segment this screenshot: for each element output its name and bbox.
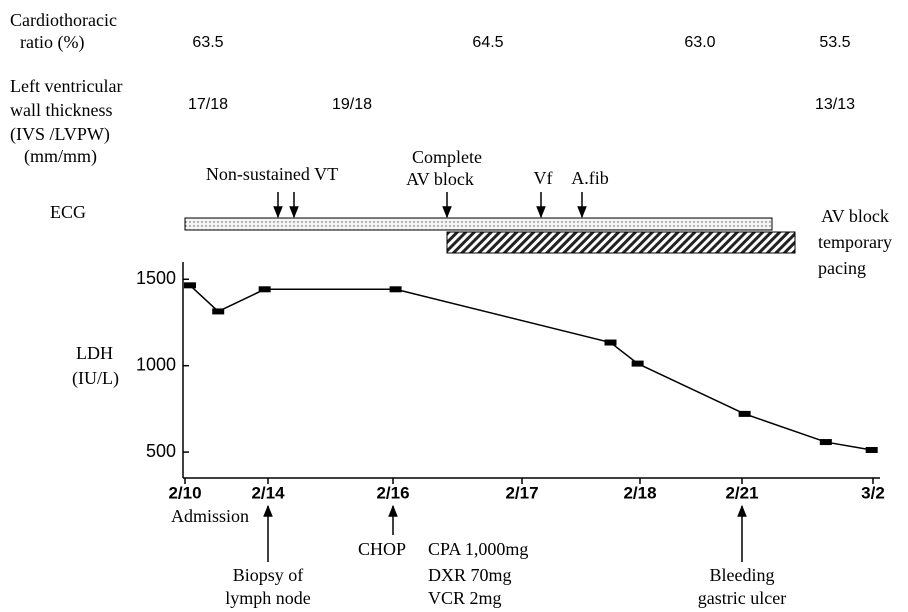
annotation: Admission <box>171 506 249 526</box>
row-label: ratio (%) <box>20 32 84 53</box>
ctr-row: Cardiothoracic ratio (%) 63.5 64.5 63.0 … <box>10 10 851 53</box>
ctr-value: 63.5 <box>192 34 223 51</box>
row-label: Cardiothoracic <box>10 10 117 30</box>
x-tick-label: 2/14 <box>251 483 285 502</box>
ldh-point <box>258 286 271 293</box>
y-tick-label: 1500 <box>136 268 176 288</box>
ldh-point <box>389 286 402 293</box>
y-axis-label: (IU/L) <box>72 368 119 389</box>
ctr-value: 64.5 <box>472 34 503 51</box>
annotation: DXR 70mg <box>428 565 512 585</box>
event-label: Complete <box>412 147 482 167</box>
ldh-point <box>212 308 225 315</box>
y-axis-label: LDH <box>76 343 113 363</box>
lv-value: 17/18 <box>188 96 228 113</box>
event-label: Vf <box>534 168 553 188</box>
ldh-point <box>183 282 196 289</box>
annotation: Biopsy of <box>233 565 304 585</box>
ctr-value: 63.0 <box>684 34 715 51</box>
event-arrows <box>273 192 587 219</box>
pacing-label: temporary <box>818 232 892 252</box>
ldh-line <box>189 284 872 451</box>
annotation: CHOP <box>358 539 406 559</box>
row-label: wall thickness <box>10 100 112 120</box>
ldh-point <box>738 410 751 417</box>
y-tick-label: 1000 <box>136 354 176 374</box>
y-tick-label: 500 <box>146 441 176 461</box>
row-label: (mm/mm) <box>24 146 97 167</box>
x-tick-label: 2/18 <box>623 483 656 502</box>
annotation: lymph node <box>225 588 311 608</box>
annotation: gastric ulcer <box>698 588 786 608</box>
row-label: Left ventricular <box>10 76 122 96</box>
ldh-point <box>604 339 617 346</box>
pacing-bar <box>446 231 796 254</box>
ldh-point <box>631 360 644 367</box>
annotation: CPA 1,000mg <box>428 539 528 559</box>
ecg-bar <box>184 217 773 231</box>
bottom-annotations: Admission Biopsy of lymph node CHOP CPA … <box>171 504 786 608</box>
x-tick-label: 2/21 <box>725 483 758 502</box>
pacing-label: pacing <box>818 258 866 278</box>
x-tick-label: 2/17 <box>505 483 538 502</box>
ctr-value: 53.5 <box>819 34 850 51</box>
x-tick-label: 2/10 <box>168 483 201 502</box>
ldh-point <box>819 439 832 446</box>
event-label: Non-sustained VT <box>206 164 338 184</box>
x-tick-label: 3/2 <box>861 483 885 502</box>
lv-value: 19/18 <box>332 96 372 113</box>
annotation-arrows <box>263 504 747 562</box>
ldh-point <box>865 447 878 454</box>
lv-value: 13/13 <box>815 96 855 113</box>
lv-row: Left ventricular wall thickness (IVS /LV… <box>10 76 855 167</box>
annotation: VCR 2mg <box>428 588 502 608</box>
event-label: A.fib <box>571 168 609 188</box>
pacing-label: AV block <box>821 206 889 226</box>
annotation: Bleeding <box>710 565 775 585</box>
ecg-row: ECG Non-sustained VT Complete AV block V… <box>50 147 892 278</box>
row-label: (IVS /LVPW) <box>10 124 110 145</box>
event-label: AV block <box>406 169 474 189</box>
x-tick-label: 2/16 <box>376 483 409 502</box>
row-label: ECG <box>50 202 86 222</box>
